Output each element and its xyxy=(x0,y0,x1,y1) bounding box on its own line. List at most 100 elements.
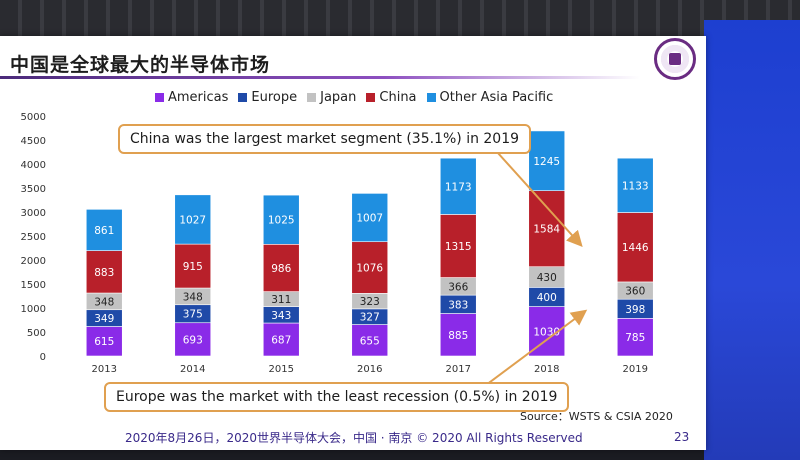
data-label: 348 xyxy=(94,296,114,308)
data-label: 349 xyxy=(94,313,114,325)
legend-swatch xyxy=(366,93,376,102)
bar-segment xyxy=(439,157,477,215)
data-label: 383 xyxy=(448,299,468,311)
y-tick-label: 2000 xyxy=(21,256,46,267)
data-label: 311 xyxy=(271,294,291,306)
data-label: 1173 xyxy=(445,181,472,193)
data-label: 885 xyxy=(448,330,468,342)
data-label: 1076 xyxy=(356,263,383,275)
data-label: 430 xyxy=(537,272,557,284)
legend-swatch xyxy=(307,93,317,102)
bars: 615 349 348 883 861 693 375 348 915 1027 687 343 311… xyxy=(85,130,654,357)
x-tick-label: 2014 xyxy=(180,364,205,375)
data-label: 375 xyxy=(183,309,203,321)
title-rule xyxy=(0,76,640,79)
x-tick-label: 2017 xyxy=(446,364,471,375)
stacked-bar-chart: 0 500 1000 1500 2000 2500 3000 3500 4000 4500 5000… xyxy=(21,112,654,392)
y-tick-label: 1000 xyxy=(21,304,46,315)
x-tick-label: 2019 xyxy=(623,364,648,375)
y-tick-label: 4000 xyxy=(21,160,46,171)
legend-item-japan: Japan xyxy=(307,90,356,105)
x-tick-label: 2016 xyxy=(357,364,382,375)
bar-segment xyxy=(439,313,477,357)
page-number: 23 xyxy=(674,430,690,444)
legend-label: Europe xyxy=(251,90,298,105)
bar-segment xyxy=(528,130,566,191)
data-label: 1007 xyxy=(356,213,383,225)
data-label: 915 xyxy=(183,261,203,273)
bar-segment xyxy=(351,241,389,294)
data-label: 986 xyxy=(271,263,291,275)
bar-segment xyxy=(351,324,389,357)
y-tick-label: 5000 xyxy=(21,112,46,123)
y-tick-label: 3500 xyxy=(21,184,46,195)
slide: 中国是全球最大的半导体市场 Americas Europe Japan Chin… xyxy=(0,36,706,450)
x-tick-label: 2013 xyxy=(92,364,117,375)
source-note: Source：WSTS & CSIA 2020 xyxy=(520,410,673,423)
data-label: 655 xyxy=(360,335,380,347)
data-label: 348 xyxy=(183,291,203,303)
bar-segment xyxy=(85,209,123,251)
callout-arrow-top xyxy=(487,141,583,247)
callout-europe: Europe was the market with the least rec… xyxy=(104,382,570,412)
side-screen-background xyxy=(704,20,800,460)
bar-segment xyxy=(439,214,477,278)
bar-segment xyxy=(351,193,389,243)
data-label: 1315 xyxy=(445,241,472,253)
legend-label: China xyxy=(379,90,417,105)
legend-item-europe: Europe xyxy=(238,90,297,105)
data-label: 785 xyxy=(625,332,645,344)
data-label: 1133 xyxy=(622,180,649,192)
data-label: 343 xyxy=(271,310,291,322)
callout-arrow-bottom xyxy=(477,309,588,392)
bar-segment xyxy=(262,244,300,292)
bar-segment xyxy=(616,318,654,357)
bar-segment xyxy=(616,157,654,213)
data-label: 327 xyxy=(360,312,380,324)
legend-label: Other Asia Pacific xyxy=(439,90,554,105)
legend-item-other-asia-pacific: Other Asia Pacific xyxy=(426,90,554,105)
y-axis: 0 500 1000 1500 2000 2500 3000 3500 4000 4500 5000 xyxy=(21,112,46,363)
y-tick-label: 1500 xyxy=(21,280,46,291)
legend-label: Japan xyxy=(320,90,357,105)
y-tick-label: 3000 xyxy=(21,208,46,219)
legend-item-americas: Americas xyxy=(155,90,228,105)
bar-segment xyxy=(174,194,212,245)
legend-swatch xyxy=(155,93,164,102)
data-label: 615 xyxy=(94,336,114,348)
data-label: 1025 xyxy=(268,215,295,227)
data-label: 1027 xyxy=(179,214,206,226)
bar-segment xyxy=(174,322,212,357)
data-label: 398 xyxy=(625,304,645,316)
chart-legend: Americas Europe Japan China Other Asia P… xyxy=(155,90,553,105)
x-tick-label: 2018 xyxy=(534,364,559,375)
data-label: 1584 xyxy=(533,224,560,236)
data-label: 1446 xyxy=(622,242,649,254)
data-label: 693 xyxy=(183,334,203,346)
ceiling-background xyxy=(0,0,800,40)
data-label: 687 xyxy=(271,335,291,347)
legend-label: Americas xyxy=(168,90,229,105)
bar-segment xyxy=(85,326,123,357)
y-tick-label: 2500 xyxy=(21,232,46,243)
legend-swatch xyxy=(238,93,248,102)
bar-segment xyxy=(262,194,300,245)
y-tick-label: 4500 xyxy=(21,136,46,147)
data-label: 366 xyxy=(448,281,468,293)
legend-swatch xyxy=(426,93,436,102)
y-tick-label: 0 xyxy=(40,352,46,363)
slide-title: 中国是全球最大的半导体市场 xyxy=(10,54,271,76)
data-label: 323 xyxy=(360,296,380,308)
x-tick-label: 2015 xyxy=(269,364,294,375)
data-label: 1245 xyxy=(533,156,560,168)
university-logo-icon xyxy=(654,38,696,80)
legend-item-china: China xyxy=(366,90,417,105)
callout-china: China was the largest market segment (35… xyxy=(118,124,532,154)
data-label: 360 xyxy=(625,286,645,298)
bar-segment xyxy=(262,322,300,357)
data-label: 883 xyxy=(94,267,114,279)
x-axis: 2013 2014 2015 2016 2017 2018 2019 xyxy=(92,364,648,375)
slide-footer: 2020年8月26日，2020世界半导体大会，中国 · 南京 © 2020 Al… xyxy=(125,431,583,445)
data-label: 861 xyxy=(94,225,114,237)
data-label: 400 xyxy=(537,292,557,304)
